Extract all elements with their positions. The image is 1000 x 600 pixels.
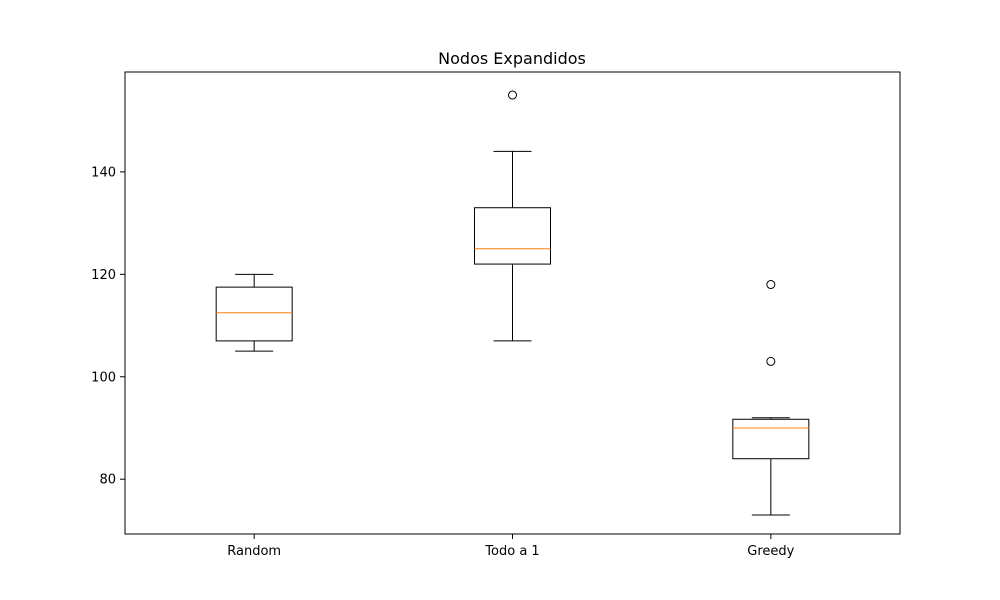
y-tick-label: 120 <box>91 268 116 283</box>
chart-title: Nodos Expandidos <box>438 49 586 68</box>
y-tick-label: 140 <box>91 165 116 180</box>
y-axis: 80 100 120 140 <box>91 165 125 488</box>
iqr-box <box>215 286 293 342</box>
outlier-point <box>766 356 776 366</box>
y-tick-label: 100 <box>91 370 116 385</box>
x-tick-label: Random <box>227 544 281 559</box>
iqr-box <box>474 207 551 265</box>
boxplot-group <box>215 90 810 516</box>
outlier-point <box>766 280 776 290</box>
iqr-box <box>732 418 810 460</box>
x-axis: Random Todo a 1 Greedy <box>227 534 795 559</box>
x-tick-label: Greedy <box>747 544 794 559</box>
y-tick-label: 80 <box>99 473 116 488</box>
x-tick-label: Todo a 1 <box>484 544 539 559</box>
outlier-point <box>508 90 517 100</box>
